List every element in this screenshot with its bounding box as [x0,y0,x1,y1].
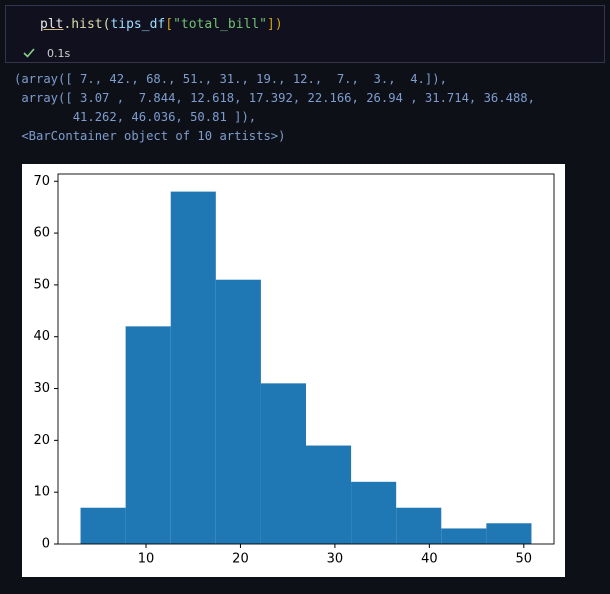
output-line: array([ 3.07 , 7.844, 12.618, 17.392, 22… [14,91,535,105]
bar [396,507,442,544]
code-token: tips_df [110,17,166,32]
y-tick-label: 40 [33,329,50,344]
code-token: "total_bill" [173,17,267,32]
bar [486,523,532,544]
x-tick-label: 50 [516,552,533,567]
bar [260,383,306,544]
chart: 0 10 20 30 40 50 60 70 10 20 30 40 50 [22,164,565,577]
y-tick-label: 20 [33,433,50,448]
bar [125,326,171,544]
code-token: [ [165,17,174,32]
y-tick-label: 70 [33,174,50,189]
bar [215,279,261,544]
success-icon [23,48,35,58]
output-line: (array([ 7., 42., 68., 51., 31., 19., 12… [14,72,447,86]
code: plt.hist(tips_df["total_bill"]) [40,17,283,32]
axes-frame [57,173,555,545]
y-tick-label: 60 [33,226,50,241]
bar [306,445,352,544]
code-token: .hist( [63,17,111,32]
x-tick-label: 20 [232,552,249,567]
output-line: <BarContainer object of 10 artists>) [14,129,286,143]
x-tick-label: 30 [327,552,344,567]
output-line: 41.262, 46.036, 50.81 ]), [14,110,257,124]
bar [351,481,397,544]
output-text: (array([ 7., 42., 68., 51., 31., 19., 12… [14,70,535,146]
bar [80,507,126,544]
bar [170,191,216,544]
y-tick-label: 50 [33,277,50,292]
code-cell[interactable]: plt.hist(tips_df["total_bill"]) 0.1s [5,5,605,63]
x-tick-label: 40 [421,552,438,567]
code-token: plt [40,17,64,32]
y-tick-label: 30 [33,381,50,396]
code-token: ]) [267,17,283,32]
x-tick-label: 10 [138,552,155,567]
bar [441,528,487,544]
y-tick-label: 10 [33,485,50,500]
y-tick-label: 0 [42,537,50,552]
exec-time: 0.1s [47,47,71,60]
